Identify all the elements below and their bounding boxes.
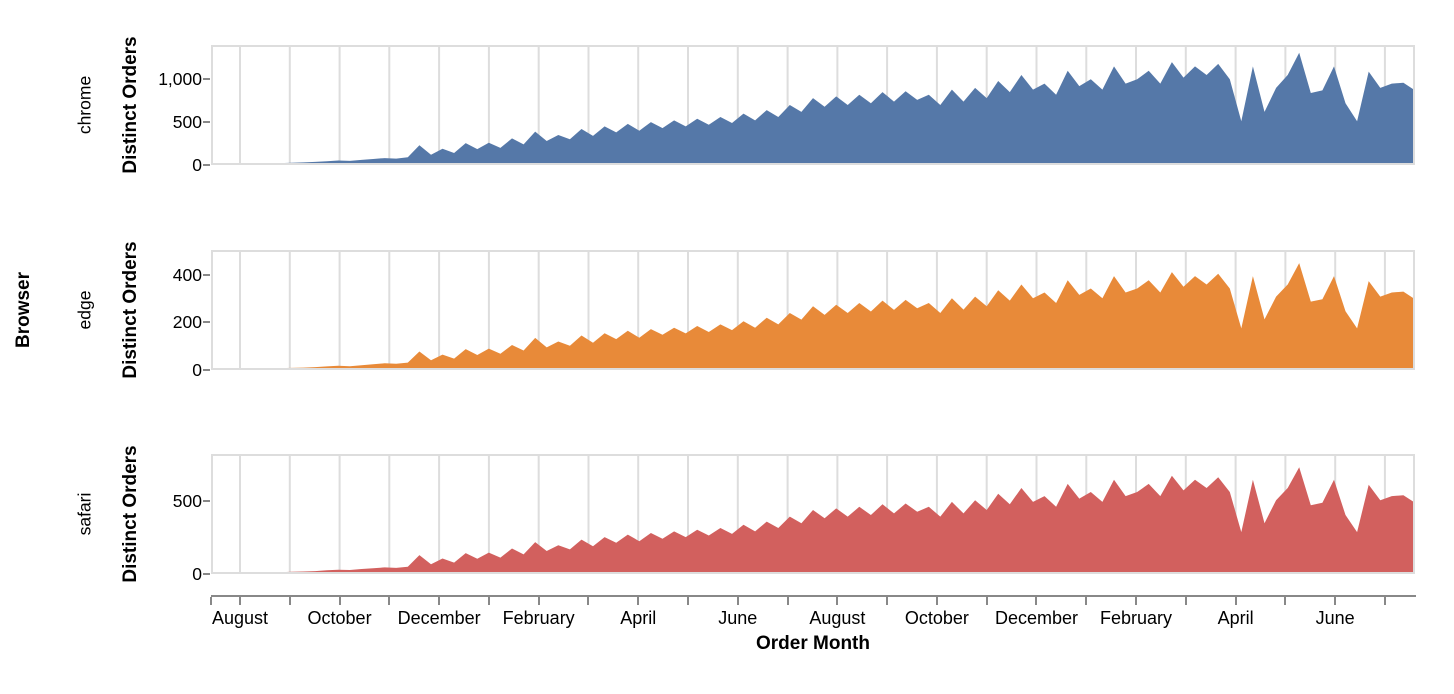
x-tick-mark	[487, 597, 490, 605]
x-tick-mark	[886, 597, 889, 605]
panel-safari	[211, 454, 1415, 574]
y-tick-label: 0	[192, 360, 202, 380]
x-tick-mark	[438, 597, 441, 605]
x-tick-mark	[1135, 597, 1138, 605]
x-tick-mark	[637, 597, 640, 605]
y-tick-mark	[203, 164, 210, 166]
x-tick-label: October	[307, 608, 372, 628]
facet-label-safari: safari	[74, 492, 95, 536]
x-tick-mark	[338, 597, 341, 605]
facet-label-chrome: chrome	[74, 75, 95, 135]
x-tick-label: June	[1315, 608, 1355, 628]
x-tick-mark	[288, 597, 291, 605]
y-tick-mark	[203, 321, 210, 324]
y-tick-label: 400	[172, 264, 202, 285]
x-tick-mark	[786, 597, 789, 605]
x-tick-label: April	[1217, 608, 1254, 628]
y-tick-label: 0	[192, 155, 202, 175]
x-tick-mark	[388, 597, 391, 605]
x-tick-mark	[1284, 597, 1287, 605]
x-tick-label: August	[211, 608, 269, 628]
x-tick-mark	[210, 597, 212, 605]
x-tick-mark	[1334, 597, 1337, 605]
x-tick-mark	[836, 597, 839, 605]
x-tick-mark	[537, 597, 540, 605]
x-tick-mark	[1234, 597, 1237, 605]
panel-chrome	[211, 45, 1415, 166]
panel-edge	[211, 250, 1415, 370]
y-tick-mark	[203, 499, 210, 502]
y-tick-mark	[203, 121, 210, 124]
y-tick-label: 200	[172, 312, 202, 333]
x-tick-label: April	[620, 608, 657, 628]
x-tick-label: October	[904, 608, 969, 628]
x-tick-label: February	[502, 608, 575, 628]
facet-label-edge: edge	[74, 290, 95, 330]
y-tick-label: 0	[192, 564, 202, 584]
area-chrome	[211, 52, 1415, 166]
x-axis-title: Order Month	[756, 633, 870, 654]
x-tick-mark	[1085, 597, 1088, 605]
y-tick-label: 500	[172, 112, 202, 133]
x-tick-label: June	[718, 608, 758, 628]
x-tick-mark	[1184, 597, 1187, 605]
x-tick-label: December	[994, 608, 1078, 628]
y-tick-label: 500	[172, 490, 202, 511]
area-edge	[211, 263, 1415, 370]
y-tick-mark	[203, 78, 210, 81]
x-tick-mark	[687, 597, 690, 605]
y-tick-mark	[203, 369, 210, 371]
x-tick-mark	[1383, 597, 1386, 605]
x-tick-label: December	[397, 608, 481, 628]
x-tick-label: August	[809, 608, 866, 628]
x-tick-mark	[935, 597, 938, 605]
x-tick-label: February	[1100, 608, 1173, 628]
y-tick-mark	[203, 273, 210, 276]
panel-border	[211, 45, 1415, 165]
y-tick-mark	[203, 573, 210, 575]
panel-border	[211, 250, 1415, 370]
area-safari	[211, 467, 1415, 574]
x-tick-mark	[1035, 597, 1038, 605]
y-tick-label: 1,000	[158, 69, 202, 90]
x-tick-mark	[239, 597, 241, 605]
x-tick-mark	[587, 597, 590, 605]
x-tick-mark	[736, 597, 739, 605]
facet-row-title: Browser	[13, 271, 34, 349]
x-axis-domain-line	[211, 595, 1416, 597]
panel-border	[211, 454, 1415, 574]
x-tick-mark	[985, 597, 988, 605]
